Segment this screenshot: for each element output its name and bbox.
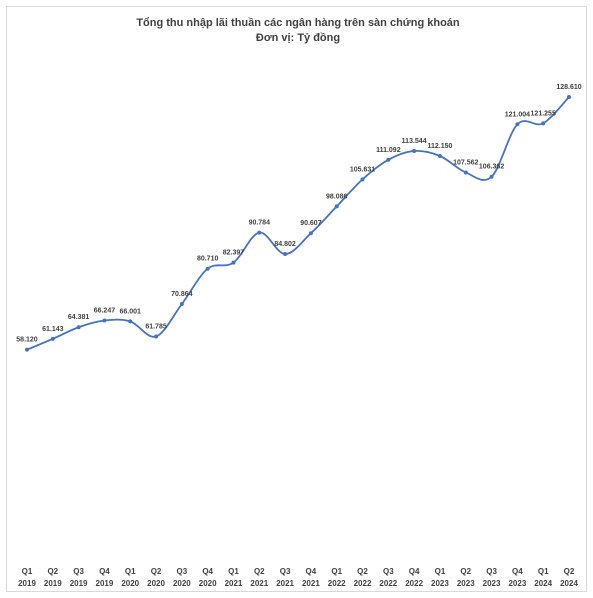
point	[25, 347, 29, 352]
x-tick-label: Q2 2019	[43, 567, 62, 588]
point	[412, 149, 417, 154]
data-label: 107.562	[453, 159, 478, 166]
point	[128, 319, 133, 324]
data-label: 112.150	[427, 143, 452, 150]
data-label: 90.784	[249, 220, 271, 227]
x-tick-label: Q1 2023	[431, 567, 449, 588]
data-label: 90.607	[300, 220, 322, 227]
point	[334, 204, 339, 209]
data-label: 98.086	[326, 193, 348, 200]
data-label: 111.092	[376, 147, 401, 154]
point	[283, 252, 288, 257]
data-label: 128.610	[556, 84, 581, 91]
x-tick-label: Q2 2024	[560, 567, 578, 588]
data-label: 80.710	[197, 256, 219, 263]
data-label: 58.120	[16, 337, 38, 344]
point	[463, 170, 468, 175]
data-label: 84.802	[274, 241, 296, 248]
x-tick-label: Q2 2020	[147, 567, 165, 588]
data-label: 82.397	[223, 250, 245, 257]
point	[386, 157, 391, 162]
chart-subtitle: Đơn vị: Tỷ đồng	[256, 32, 340, 44]
data-label: 66.247	[94, 308, 116, 315]
point	[257, 230, 262, 235]
x-tick-label: Q4 2022	[405, 567, 424, 588]
x-tick-label: Q1 2022	[327, 567, 346, 588]
point	[489, 174, 494, 179]
data-label: 66.001	[120, 308, 142, 315]
data-label: 121.255	[531, 110, 556, 117]
point	[50, 336, 55, 341]
x-tick-label: Q2 2022	[353, 567, 372, 588]
point	[567, 95, 571, 99]
x-tick-label: Q4 2020	[198, 567, 217, 588]
x-tick-label: Q1 2021	[224, 567, 243, 588]
point	[437, 154, 442, 159]
point	[154, 334, 159, 339]
x-tick-label: Q1 2019	[18, 567, 36, 588]
x-tick-label: Q3 2020	[172, 567, 191, 588]
x-tick-label: Q1 2020	[121, 567, 140, 588]
point	[360, 177, 365, 182]
data-label: 61.785	[145, 324, 167, 331]
point	[102, 318, 107, 323]
chart-frame	[6, 6, 587, 592]
data-label: 121.004	[505, 111, 530, 118]
point	[541, 121, 546, 126]
x-tick-label: Q3 2019	[69, 567, 88, 588]
x-tick-label: Q3 2023	[482, 567, 501, 588]
x-tick-label: Q4 2019	[95, 567, 114, 588]
x-tick-label: Q4 2021	[301, 567, 320, 588]
point	[205, 266, 210, 271]
point	[515, 122, 520, 127]
x-tick-label: Q4 2023	[508, 567, 527, 588]
x-tick-label: Q3 2021	[276, 567, 294, 588]
x-tick-label: Q1 2024	[534, 567, 553, 588]
line	[26, 96, 570, 351]
data-label: 105.631	[350, 166, 375, 173]
chart-title: Tổng thu nhập lãi thuần các ngân hàng tr…	[136, 17, 460, 29]
point	[308, 231, 313, 236]
data-label: 61.143	[42, 326, 64, 333]
data-label: 70.864	[171, 291, 193, 298]
data-label: 113.544	[402, 138, 427, 145]
x-tick-label: Q2 2021	[250, 567, 269, 588]
data-label: 106.362	[479, 164, 504, 171]
x-tick-label: Q3 2022	[379, 567, 398, 588]
point	[76, 325, 81, 330]
data-label: 64.381	[68, 314, 90, 321]
x-tick-label: Q2 2023	[456, 567, 475, 588]
point	[179, 301, 184, 306]
point	[231, 260, 236, 265]
